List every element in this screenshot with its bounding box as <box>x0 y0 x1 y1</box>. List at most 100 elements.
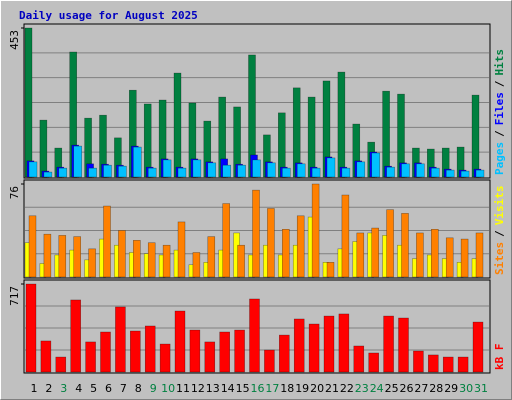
bar <box>174 310 186 373</box>
legend-entry: Hits <box>493 49 506 76</box>
bar <box>133 146 142 178</box>
legend-separator: / <box>493 130 506 137</box>
bar <box>147 242 156 278</box>
bar <box>100 331 111 373</box>
legend-entry: Visits <box>493 186 506 226</box>
bar <box>428 354 439 373</box>
bar <box>28 215 37 278</box>
bar <box>103 205 111 278</box>
bar <box>267 208 275 278</box>
x-tick-label: 29 <box>444 382 458 395</box>
bar <box>85 341 96 373</box>
bar <box>55 356 67 373</box>
y-tick-label: 453 <box>8 30 21 50</box>
y-tick-label: 717 <box>8 286 21 306</box>
bar <box>207 162 217 178</box>
bar <box>207 236 216 278</box>
x-tick-label: 23 <box>355 382 369 395</box>
bar <box>382 90 390 178</box>
x-tick-label: 2 <box>45 382 52 395</box>
chart-title: Daily usage for August 2025 <box>19 9 198 22</box>
x-tick-label: 10 <box>161 382 175 395</box>
x-tick-label: 5 <box>90 382 97 395</box>
bar <box>73 145 82 178</box>
x-tick-label: 16 <box>251 382 265 395</box>
bar <box>472 321 484 373</box>
bar <box>70 299 81 373</box>
bar <box>159 343 171 373</box>
bar <box>431 167 440 178</box>
bar <box>282 167 291 178</box>
x-tick-label: 4 <box>75 382 82 395</box>
bar <box>58 235 67 278</box>
x-tick-label: 24 <box>370 382 384 395</box>
bar <box>162 244 171 278</box>
bar <box>401 163 410 178</box>
bar <box>219 331 230 373</box>
x-tick-label: 17 <box>265 382 279 395</box>
bar <box>296 163 306 178</box>
bar <box>353 345 365 373</box>
bar <box>398 317 409 373</box>
bar <box>173 72 182 178</box>
bar <box>308 323 320 373</box>
bar <box>341 194 350 278</box>
bar <box>311 183 320 278</box>
bar <box>356 232 365 278</box>
x-tick-label: 15 <box>236 382 250 395</box>
bar <box>73 236 81 278</box>
bar <box>177 221 186 278</box>
bar <box>401 213 409 278</box>
x-tick-label: 28 <box>429 382 443 395</box>
bar <box>43 233 52 278</box>
bar <box>323 315 335 373</box>
bar <box>307 96 316 178</box>
x-tick-label: 22 <box>340 382 354 395</box>
bar <box>130 330 141 373</box>
x-tick-label: 31 <box>474 382 488 395</box>
bar <box>282 229 290 278</box>
legend-entry: Pages <box>493 142 506 175</box>
bar <box>431 229 439 278</box>
legend: Pages / Files / Hits <box>493 49 506 175</box>
bar <box>88 248 96 278</box>
bar <box>386 209 394 278</box>
bar <box>341 167 351 178</box>
bar <box>371 152 380 178</box>
bar <box>311 167 321 178</box>
x-tick-label: 20 <box>310 382 324 395</box>
bar <box>460 170 470 178</box>
bar <box>144 325 156 373</box>
bar <box>326 157 336 178</box>
bar <box>264 349 275 373</box>
bar <box>103 164 112 178</box>
x-tick-label: 6 <box>105 382 112 395</box>
x-tick-label: 7 <box>120 382 127 395</box>
x-tick-label: 30 <box>459 382 473 395</box>
bar <box>192 252 201 278</box>
bar <box>460 238 469 278</box>
bar <box>337 71 346 178</box>
bar <box>416 232 424 278</box>
legend: kB F <box>493 344 506 371</box>
bar <box>118 165 127 178</box>
bar <box>471 94 480 178</box>
x-tick-label: 25 <box>385 382 399 395</box>
legend-entry: kB F <box>493 344 506 371</box>
x-tick-label: 26 <box>400 382 414 395</box>
bar <box>24 27 33 178</box>
legend: Sites / Visits <box>493 186 506 276</box>
y-tick-label: 76 <box>8 186 21 199</box>
bar <box>371 227 379 278</box>
bar <box>442 356 454 373</box>
bar <box>189 329 201 373</box>
bar <box>177 167 187 178</box>
bar <box>296 215 305 278</box>
x-tick-label: 8 <box>135 382 142 395</box>
bar <box>28 161 38 178</box>
bar <box>237 164 246 178</box>
bar <box>133 240 141 278</box>
x-tick-label: 19 <box>295 382 309 395</box>
x-tick-label: 11 <box>176 382 190 395</box>
